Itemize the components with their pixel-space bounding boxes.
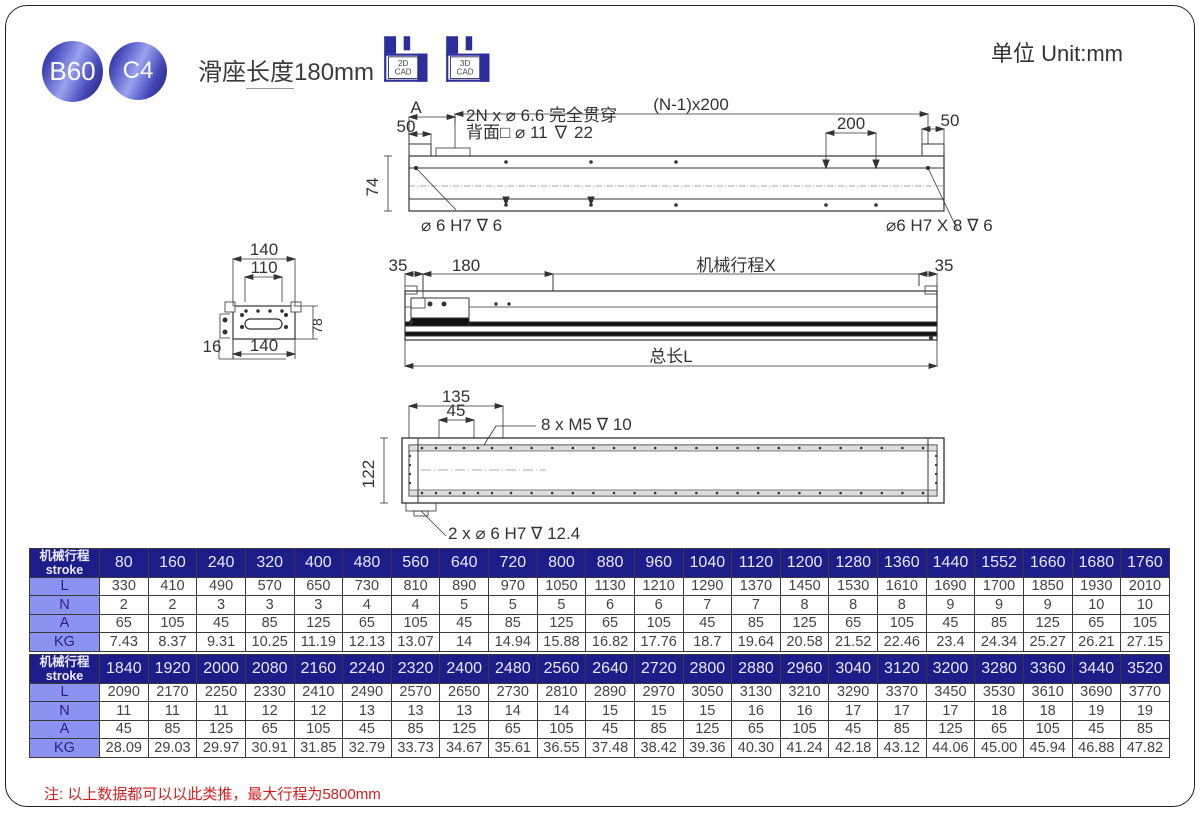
svg-text:200: 200 <box>837 114 865 133</box>
svg-text:140: 140 <box>250 336 278 355</box>
svg-text:(N-1)x200: (N-1)x200 <box>653 95 729 114</box>
svg-text:⌀ 6 H7 ∇ 6: ⌀ 6 H7 ∇ 6 <box>421 216 502 235</box>
svg-text:45: 45 <box>447 401 466 420</box>
svg-text:74: 74 <box>363 178 382 197</box>
svg-text:110: 110 <box>250 258 277 277</box>
svg-text:背面□ ⌀ 11 ∇ 22: 背面□ ⌀ 11 ∇ 22 <box>466 123 593 142</box>
svg-text:140: 140 <box>250 240 278 259</box>
svg-text:16: 16 <box>203 337 222 356</box>
svg-text:122: 122 <box>359 460 378 488</box>
svg-text:总长L: 总长L <box>649 347 692 366</box>
svg-text:180: 180 <box>452 256 480 275</box>
svg-text:35: 35 <box>935 256 954 275</box>
svg-text:8 x M5 ∇ 10: 8 x M5 ∇ 10 <box>541 415 632 434</box>
svg-text:2 x ⌀ 6 H7 ∇ 12.4: 2 x ⌀ 6 H7 ∇ 12.4 <box>448 524 580 543</box>
svg-text:机械行程X: 机械行程X <box>696 256 775 275</box>
svg-text:50: 50 <box>397 117 416 136</box>
svg-text:35: 35 <box>389 256 408 275</box>
svg-text:50: 50 <box>941 111 960 130</box>
svg-text:⌀6 H7 X 8 ∇ 6: ⌀6 H7 X 8 ∇ 6 <box>886 216 993 235</box>
svg-text:A: A <box>410 98 422 117</box>
svg-text:78: 78 <box>309 318 325 334</box>
